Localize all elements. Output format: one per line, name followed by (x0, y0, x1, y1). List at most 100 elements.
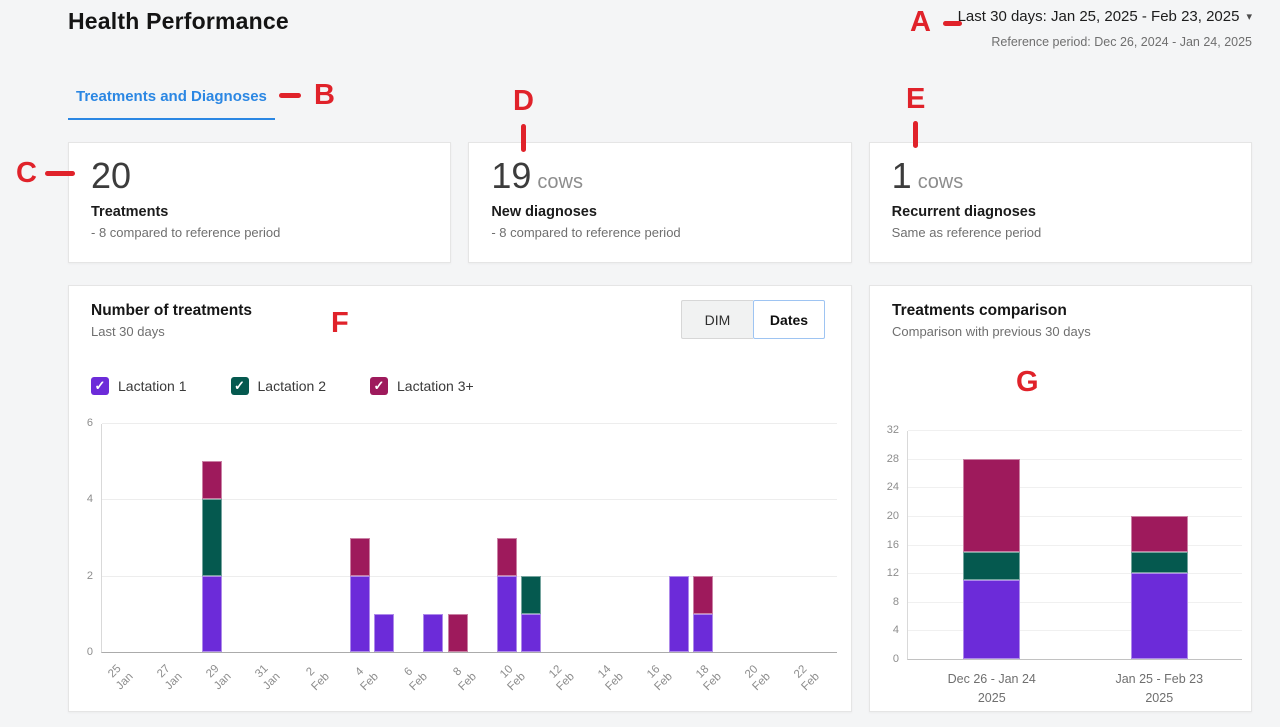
recurrent-diagnoses-label: Recurrent diagnoses (891, 203, 1036, 220)
dim-dates-toggle: DIM Dates (681, 300, 825, 339)
bar-segment-lactation-3 (693, 575, 714, 614)
gridline-y-4 (102, 499, 837, 501)
gridline-y-12 (908, 573, 1242, 575)
stacked-bar-4-feb (349, 537, 370, 652)
bar-segment-lactation-3 (1130, 515, 1188, 552)
bar-segment-lactation-1 (202, 575, 223, 652)
x-axis-tick-label: 20 Feb (743, 663, 774, 694)
y-axis-label-24: 24 (886, 481, 899, 494)
y-axis-label-28: 28 (886, 452, 899, 465)
bar-segment-lactation-1 (349, 575, 370, 652)
x-axis-tick-label: 31 Jan (253, 662, 283, 693)
annotation-f: F (331, 307, 349, 339)
comparison-chart-title: Treatments comparison (892, 302, 1067, 319)
x-axis-tick-label: 6 Feb (402, 665, 431, 694)
legend-item-lactation-3plus[interactable]: ✓ Lactation 3+ (370, 377, 474, 395)
treatments-count: 20 (91, 155, 132, 196)
bar-segment-lactation-1 (693, 613, 714, 652)
bar-segment-lactation-1 (423, 613, 444, 652)
stacked-bar-5-feb (374, 613, 395, 652)
gridline-y-20 (908, 515, 1242, 517)
reference-period-label: Reference period: Dec 26, 2024 - Jan 24,… (991, 35, 1252, 49)
comparison-chart-panel: Treatments comparison Comparison with pr… (869, 285, 1252, 712)
annotation-b: B (314, 79, 335, 111)
bar-segment-lactation-1 (521, 613, 542, 652)
stacked-bar-jan-25---feb-23 (1130, 515, 1188, 659)
gridline-y-2 (102, 575, 837, 577)
tabbar: Treatments and Diagnoses (68, 85, 275, 120)
bar-segment-lactation-2 (521, 575, 542, 614)
lactation-2-label: Lactation 2 (257, 378, 327, 394)
period-selector-label: Last 30 days: Jan 25, 2025 - Feb 23, 202… (957, 8, 1240, 25)
chevron-down-icon: ▾ (1246, 11, 1252, 23)
y-axis-label-16: 16 (886, 538, 899, 551)
x-axis-tick-label: 25 Jan (105, 662, 136, 693)
gridline-y-24 (908, 487, 1242, 489)
tab-treatments-and-diagnoses[interactable]: Treatments and Diagnoses (68, 85, 275, 120)
period-block: Last 30 days: Jan 25, 2025 - Feb 23, 202… (958, 8, 1252, 49)
x-axis-tick-label: 12 Feb (547, 663, 578, 694)
bar-segment-lactation-2 (1130, 551, 1188, 574)
legend-item-lactation-2[interactable]: ✓ Lactation 2 (230, 377, 327, 395)
period-selector-dropdown[interactable]: Last 30 days: Jan 25, 2025 - Feb 23, 202… (958, 8, 1252, 25)
stacked-bar-29-jan (202, 461, 223, 652)
comparison-chart-subtitle: Comparison with previous 30 days (892, 324, 1091, 339)
category-label-2: Jan 25 - Feb 23 2025 (1115, 672, 1204, 706)
x-axis-tick-label: 22 Feb (792, 663, 823, 694)
x-axis-tick-label: 4 Feb (353, 665, 381, 694)
x-axis-tick-label: 16 Feb (645, 663, 676, 694)
lactation-1-checkbox[interactable]: ✓ (91, 377, 109, 395)
stacked-bar-8-feb (447, 613, 468, 652)
dim-toggle-button[interactable]: DIM (681, 300, 753, 339)
y-axis-label-4: 4 (892, 624, 899, 637)
stacked-bar-11-feb (521, 575, 542, 652)
new-diagnoses-label: New diagnoses (491, 203, 597, 220)
annotation-e-dash (913, 121, 918, 148)
gridline-y-4 (908, 630, 1242, 632)
gridline-y-8 (908, 601, 1242, 603)
bar-segment-lactation-1 (1130, 573, 1188, 659)
treatments-chart-subtitle: Last 30 days (91, 324, 165, 339)
x-axis-tick-label: 10 Feb (497, 663, 529, 694)
treatments-comparison-chart: 0 4 8 12 16 20 24 28 32 Dec 26 - Jan 24 2025 Jan 2… (887, 424, 1242, 705)
treatments-chart-title: Number of treatments (91, 302, 253, 319)
lactation-3plus-checkbox[interactable]: ✓ (370, 377, 388, 395)
y-axis-label-32: 32 (886, 424, 899, 436)
new-diagnoses-comparison: - 8 compared to reference period (491, 224, 681, 240)
x-axis-tick-label: 8 Feb (451, 665, 480, 694)
page-title: Health Performance (68, 8, 289, 34)
y-axis-label-6: 6 (86, 417, 93, 429)
charts-row: Number of treatments Last 30 days DIM Da… (68, 285, 1252, 712)
stacked-bar-10-feb (496, 537, 517, 652)
dates-toggle-button[interactable]: Dates (753, 300, 825, 339)
bar-segment-lactation-1 (496, 575, 517, 652)
bar-segment-lactation-2 (963, 551, 1021, 581)
lactation-1-label: Lactation 1 (118, 378, 187, 394)
recurrent-diagnoses-comparison: Same as reference period (891, 224, 1042, 240)
y-axis-label-0: 0 (892, 653, 899, 665)
annotation-d: D (513, 85, 534, 117)
treatments-comparison: - 8 compared to reference period (91, 224, 281, 240)
stacked-bar-18-feb (693, 575, 714, 652)
stacked-bar-7-feb (423, 613, 444, 652)
treatments-chart-panel: Number of treatments Last 30 days DIM Da… (68, 285, 852, 712)
new-diagnoses-count: 19 (491, 155, 532, 196)
category-label-1: Dec 26 - Jan 24 2025 (947, 672, 1036, 706)
legend-item-lactation-1[interactable]: ✓ Lactation 1 (91, 377, 187, 395)
treatments-by-date-chart: 0 2 4 6 25 Jan 27 Jan 29 Jan 31 Jan 2 Feb 4 Feb 6 … (87, 417, 837, 693)
lactation-3plus-label: Lactation 3+ (397, 378, 474, 394)
lactation-legend: ✓ Lactation 1 ✓ Lactation 2 ✓ Lactation … (91, 377, 474, 395)
x-axis-tick-label: 27 Jan (154, 662, 185, 693)
annotation-b-dash (279, 93, 301, 98)
annotation-g: G (1016, 366, 1039, 398)
kpi-card-treatments: 20 Treatments - 8 compared to reference … (68, 142, 452, 263)
gridline-y-16 (908, 544, 1242, 546)
y-axis-label-0: 0 (86, 646, 93, 658)
lactation-2-checkbox[interactable]: ✓ (230, 377, 249, 395)
kpi-card-recurrent-diagnoses: 1 cows Recurrent diagnoses Same as refere… (868, 142, 1252, 263)
annotation-e: E (906, 83, 926, 115)
bar-segment-lactation-3 (496, 537, 517, 576)
y-axis-label-12: 12 (886, 567, 899, 580)
stacked-bar-17-feb (668, 575, 689, 652)
